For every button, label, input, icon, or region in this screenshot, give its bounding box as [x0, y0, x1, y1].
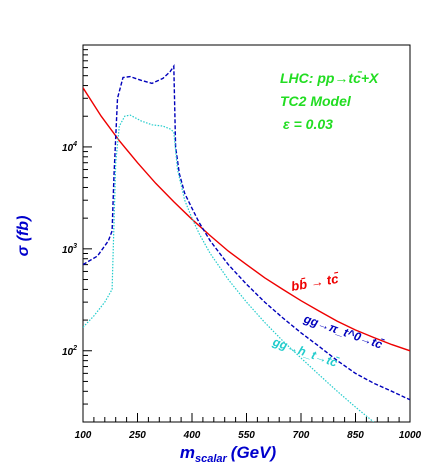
x-tick-label: 250 — [128, 430, 146, 441]
x-tick-label: 1000 — [399, 430, 422, 441]
series-line-gg-pi-tc — [83, 63, 410, 401]
x-tick-label: 850 — [347, 430, 364, 441]
y-tick-label: 102 — [62, 345, 77, 358]
x-axis-title-symbol: m — [180, 443, 195, 462]
plot-frame — [82, 44, 411, 423]
axis-ticks — [82, 44, 411, 423]
x-tick-label: 400 — [183, 430, 201, 441]
y-tick-label: 103 — [62, 243, 77, 256]
series-label-bb-tc: bb̄ → tc̄ — [290, 271, 341, 294]
series-label-gg-h-tc: gg→h_t→tc̄ — [270, 334, 340, 370]
x-tick-label: 700 — [293, 430, 310, 441]
y-axis-title: σ (fb) — [15, 216, 32, 257]
x-tick-label: 550 — [238, 430, 255, 441]
x-tick-label: 100 — [75, 430, 92, 441]
annotation-model: TC2 Model — [280, 93, 352, 109]
series-line-bb-tc — [83, 87, 410, 352]
series-line-gg-h-tc — [83, 114, 375, 422]
annotation-process: LHC: pp→tc̄+X — [280, 69, 380, 86]
x-axis-title-subscript: scalar — [195, 453, 228, 465]
series-label-gg-pi-tc: gg→π_t^0→tc̄ — [301, 311, 385, 352]
y-tick-label: 104 — [62, 141, 77, 154]
x-axis-title: mscalar (GeV) — [180, 443, 277, 465]
tick-labels: 100 250 400 550 700 850 1000 102 103 104 — [62, 141, 422, 441]
annotation-epsilon: ε = 0.03 — [283, 116, 333, 132]
x-axis-title-unit: (GeV) — [231, 443, 277, 462]
